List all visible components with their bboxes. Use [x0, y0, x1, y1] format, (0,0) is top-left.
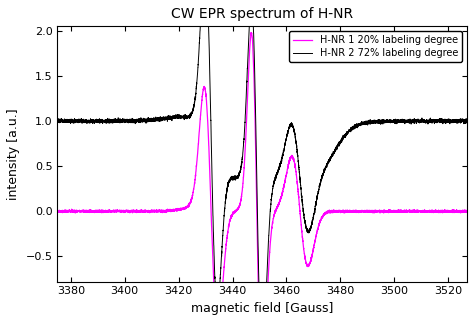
- Y-axis label: intensity [a.u.]: intensity [a.u.]: [7, 108, 20, 200]
- H-NR 2 72% labeling degree: [464, 120, 470, 124]
- H-NR 2 72% labeling degree: [154, 118, 160, 122]
- H-NR 2 72% labeling degree: [238, 166, 244, 169]
- H-NR 2 72% labeling degree: [461, 122, 467, 126]
- Title: CW EPR spectrum of H-NR: CW EPR spectrum of H-NR: [171, 7, 353, 21]
- H-NR 1 20% labeling degree: [461, 209, 467, 213]
- H-NR 2 72% labeling degree: [55, 120, 60, 124]
- H-NR 2 72% labeling degree: [209, 166, 215, 170]
- H-NR 2 72% labeling degree: [152, 117, 157, 121]
- H-NR 1 20% labeling degree: [154, 209, 160, 213]
- X-axis label: magnetic field [Gauss]: magnetic field [Gauss]: [191, 302, 333, 315]
- H-NR 1 20% labeling degree: [209, 228, 215, 232]
- H-NR 1 20% labeling degree: [238, 197, 244, 201]
- H-NR 1 20% labeling degree: [55, 209, 60, 213]
- H-NR 1 20% labeling degree: [150, 209, 155, 213]
- Legend: H-NR 1 20% labeling degree, H-NR 2 72% labeling degree: H-NR 1 20% labeling degree, H-NR 2 72% l…: [289, 31, 462, 62]
- Line: H-NR 2 72% labeling degree: H-NR 2 72% labeling degree: [57, 0, 467, 322]
- Line: H-NR 1 20% labeling degree: H-NR 1 20% labeling degree: [57, 33, 467, 322]
- H-NR 1 20% labeling degree: [248, 31, 254, 34]
- H-NR 1 20% labeling degree: [152, 210, 157, 214]
- H-NR 1 20% labeling degree: [464, 210, 470, 214]
- H-NR 2 72% labeling degree: [150, 118, 155, 122]
